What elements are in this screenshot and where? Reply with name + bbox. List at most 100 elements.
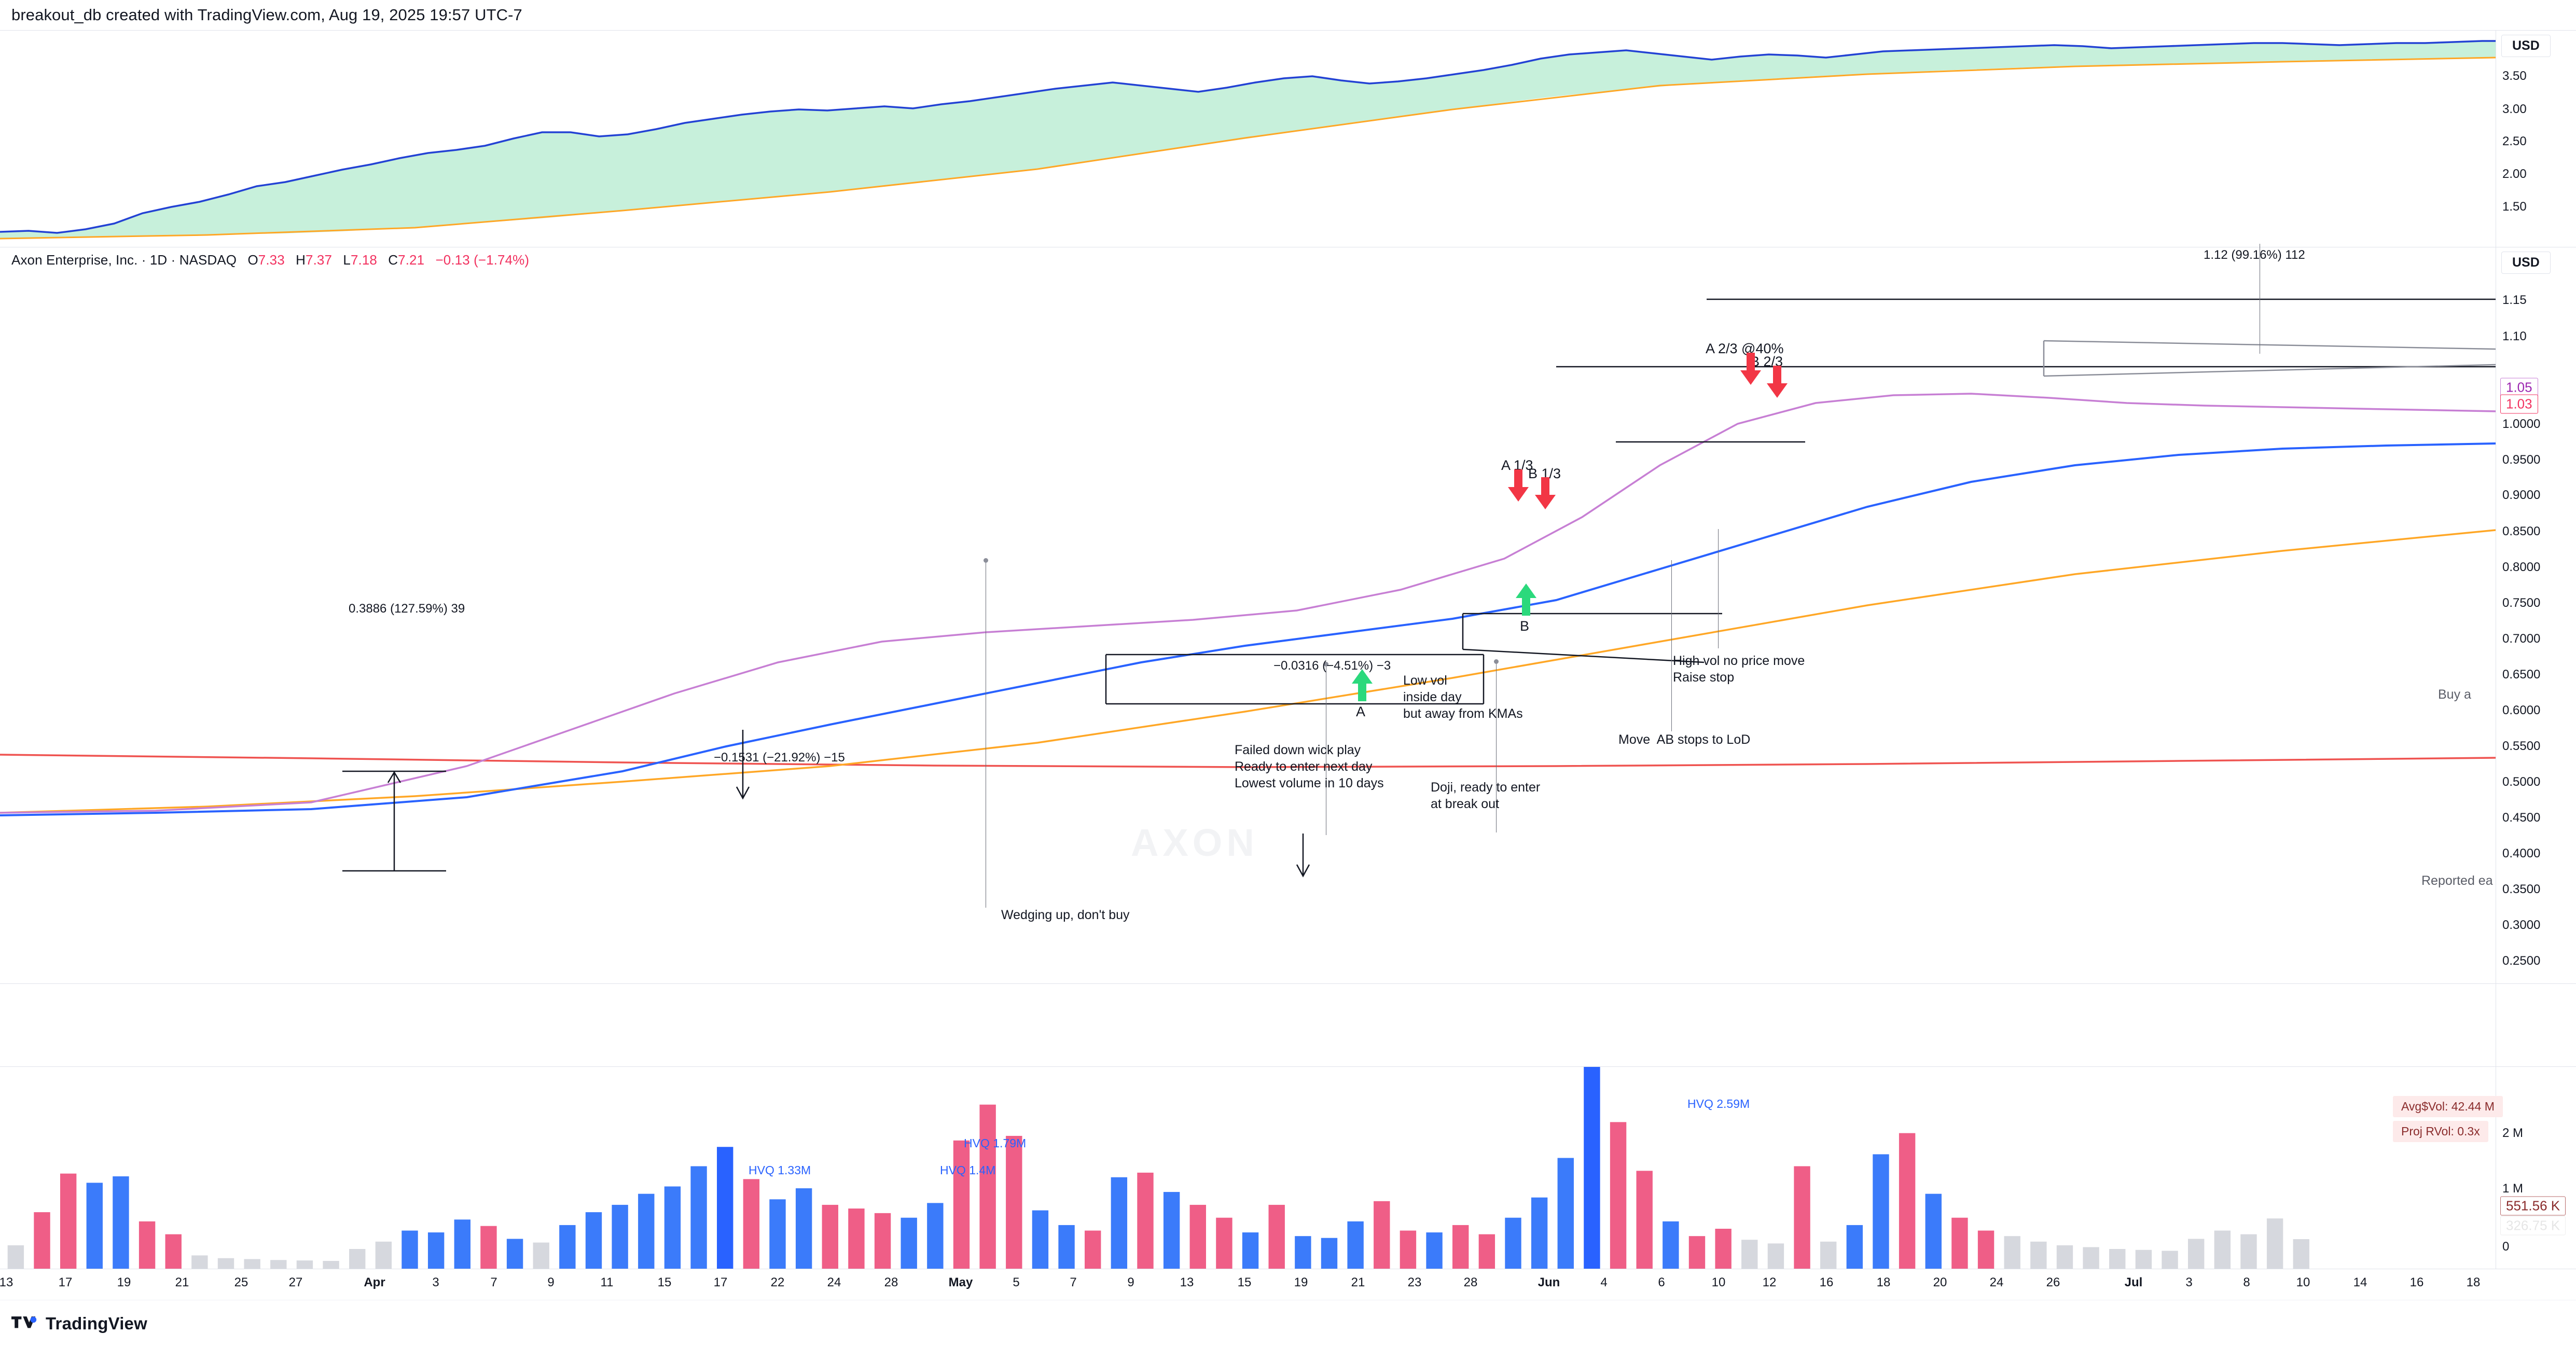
volume-bar [822,1204,838,1269]
time-tick-17: 5 [1013,1275,1020,1289]
time-tick-38: 8 [2243,1275,2250,1289]
reported-earnings-label: Reported ea [2421,873,2493,888]
symbol-legend[interactable]: Axon Enterprise, Inc. · 1D · NASDAQ O7.3… [11,252,529,268]
volume-bar [585,1212,602,1269]
volume-bar [690,1166,707,1269]
price-pane: AXON USD 1.15 1.10 1.05 1.03 1.0000 0.95… [0,247,2576,983]
volume-bar [2083,1247,2099,1269]
price-tick-16: 0.3000 [2502,918,2541,932]
time-tick-6: Apr [364,1275,385,1289]
time-tick-5: 27 [288,1275,303,1289]
time-tick-14: 24 [827,1275,841,1289]
ohlc-open-label: O [247,252,258,268]
rs-blue-line [0,40,2496,234]
down-arrow-annotation [736,730,750,800]
ohlc-close-label: C [388,252,398,268]
price-tick-3: 0.9500 [2502,453,2541,467]
time-tick-0: 13 [0,1275,13,1289]
volume-pane: 2 M 1 M 551.56 K 326.75 K 0 [0,1066,2576,1269]
volume-bar [1584,1067,1600,1269]
volume-bar [848,1209,865,1269]
volume-bar [165,1234,182,1269]
marker-b-buy-arrow-icon [1516,584,1536,616]
price-axis[interactable]: USD 1.15 1.10 1.05 1.03 1.0000 0.9500 0.… [2496,247,2576,983]
marker-a-1-3-arrow-icon [1508,469,1529,502]
price-tick-8: 0.7000 [2502,632,2541,646]
relative-strength-pane: USD 3.50 3.00 2.50 2.00 1.50 [0,30,2576,247]
volume-bar [506,1239,523,1269]
volume-bar [1268,1204,1285,1269]
volume-bar [60,1173,77,1269]
rs-area-fill [0,41,2496,239]
time-tick-30: 12 [1762,1275,1777,1289]
volume-bar [1163,1192,1180,1269]
volume-bar [1951,1217,1968,1269]
time-tick-40: 14 [2353,1275,2367,1289]
price-tick-9: 0.6500 [2502,668,2541,682]
trend-line-upper [1462,648,1705,663]
time-tick-12: 17 [713,1275,728,1289]
volume-bar [1741,1240,1758,1269]
rs-unit-label: USD [2501,35,2551,57]
volume-bar [1032,1210,1049,1269]
tradingview-wordmark: TradingView [46,1314,147,1333]
symbol-exchange: NASDAQ [179,252,237,268]
drawn-levels [1105,298,2496,705]
hvq-label-2: HVQ 1.79M [964,1136,1027,1150]
price-unit-label: USD [2501,252,2551,274]
leader-line-raise-stop [1718,529,1719,648]
volume-bar [2109,1249,2126,1269]
time-tick-13: 22 [770,1275,785,1289]
volume-bar [139,1221,156,1269]
volume-bar [244,1259,260,1269]
time-tick-7: 3 [432,1275,439,1289]
volume-bar [1085,1230,1101,1269]
volume-bar [1452,1225,1469,1269]
volume-bar [1216,1217,1232,1269]
volume-bar [1374,1201,1390,1269]
down-arrow-annotation-2 [1296,834,1310,878]
rs-tick-3: 2.00 [2502,167,2527,181]
time-tick-39: 10 [2296,1275,2310,1289]
volume-bar [480,1226,497,1269]
volume-bar [1189,1204,1206,1269]
note-failed-down-wick: Failed down wick play Ready to enter nex… [1235,743,1384,790]
volume-bar [1899,1133,1916,1269]
relative-strength-plot [0,31,2496,247]
marker-b-buy-label: B [1520,618,1530,634]
time-tick-16: May [948,1275,973,1289]
time-tick-36: Jul [2124,1275,2143,1289]
note-high-vol-raise-stop: High vol no price move Raise stop [1673,654,1805,685]
note-doji-breakout: Doji, ready to enter at break out [1431,780,1541,811]
note-wedging-up: Wedging up, don't buy [1001,908,1130,922]
volume-bar [1977,1230,1995,1269]
ma-fast-pink [0,393,2496,814]
time-tick-24: 23 [1407,1275,1422,1289]
indicator-spacer-axis[interactable] [2496,984,2576,1066]
volume-bar [217,1258,234,1269]
hvq-label-4: HVQ 2.59M [1687,1097,1750,1110]
time-tick-18: 7 [1070,1275,1077,1289]
ma-long-red [0,754,2496,768]
marker-a-2-3-arrow-icon [1740,353,1761,385]
time-tick-37: 3 [2185,1275,2193,1289]
footer-bar: TradingView [0,1300,2576,1347]
time-tick-42: 18 [2466,1275,2481,1289]
price-tick-6: 0.8000 [2502,560,2541,574]
volume-bar [2187,1239,2205,1269]
ohlc-change: −0.13 (−1.74%) [435,252,530,268]
relative-strength-axis[interactable]: USD 3.50 3.00 2.50 2.00 1.50 [2496,31,2576,247]
ohlc-low-label: L [343,252,351,268]
time-axis[interactable]: 13 17 19 21 25 27 Apr 3 7 9 11 15 17 22 24 28 May 5 7 9 13 15… [0,1269,2576,1300]
volume-bar [86,1183,103,1269]
avg-dollar-volume-badge: Avg$Vol: 42.44 M [2393,1096,2503,1117]
time-tick-28: 6 [1658,1275,1665,1289]
volume-bar [2004,1236,2020,1269]
time-tick-3: 21 [175,1275,189,1289]
down-arrow-head [736,786,750,800]
volume-bar [2266,1218,2283,1269]
ohlc-open-value: 7.33 [258,252,285,268]
volume-axis[interactable]: 2 M 1 M 551.56 K 326.75 K 0 [2496,1067,2576,1269]
volume-bar [2162,1251,2178,1269]
time-tick-1: 17 [58,1275,73,1289]
